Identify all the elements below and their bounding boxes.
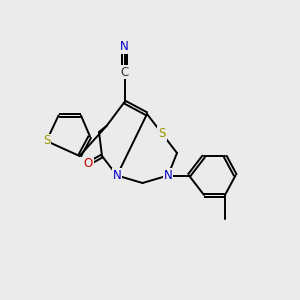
Text: N: N <box>164 169 172 182</box>
Text: O: O <box>84 157 93 170</box>
Text: S: S <box>158 127 166 140</box>
Text: C: C <box>120 65 129 79</box>
Text: N: N <box>112 169 122 182</box>
Text: S: S <box>43 134 50 148</box>
Text: N: N <box>120 40 129 53</box>
